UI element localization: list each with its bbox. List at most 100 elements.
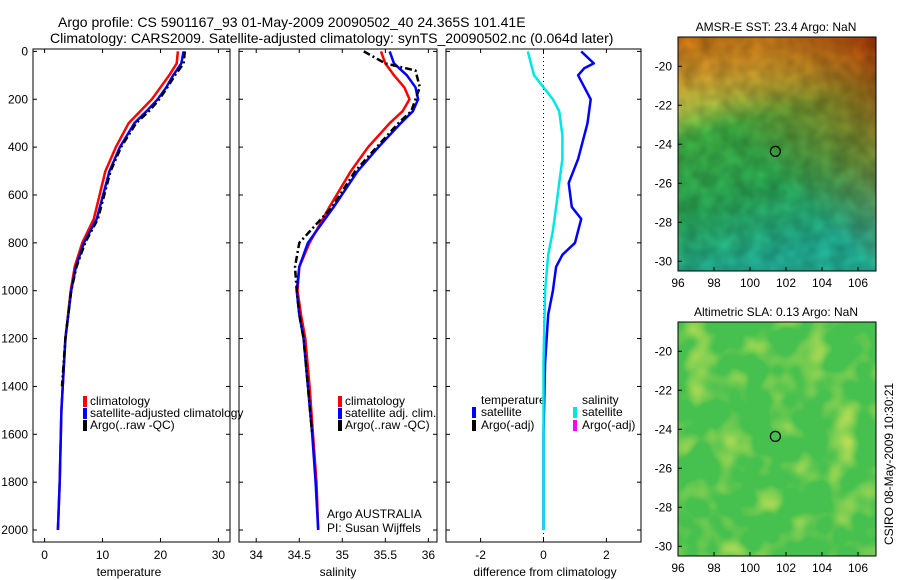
argo-position-marker	[769, 430, 781, 442]
map-x-tick-label: 102	[776, 276, 796, 290]
x-tick-label: 35.5	[374, 548, 398, 562]
legend-swatch-climatology	[83, 396, 87, 407]
temperature-plot: 0 200 400 600 800 1000 1200 1400 1600 1800 2000 0 10…	[1, 44, 230, 562]
x-tick-label: 35	[336, 548, 350, 562]
series-argo-raw-qc	[60, 51, 187, 387]
salinity-legend: climatology satellite adj. clim. Argo(..…	[327, 394, 436, 535]
map-x-tick-label: 100	[740, 276, 760, 290]
map-y-tick-label: -28	[655, 215, 673, 229]
y-tick-label: 600	[8, 188, 28, 202]
y-tick-label: 2000	[1, 523, 28, 537]
map-y-tick-label: -30	[655, 539, 673, 553]
y-tick-label: 200	[8, 92, 28, 106]
legend-label-argo: Argo(..raw -QC)	[90, 418, 175, 432]
map-x-tick-label: 96	[671, 276, 685, 290]
map-x-tick-label: 104	[812, 276, 832, 290]
legend-swatch-argo	[83, 420, 87, 431]
x-tick-label: 20	[154, 548, 168, 562]
legend-label-satellite: satellite-adjusted climatology	[90, 406, 243, 420]
sla-map-frame	[677, 321, 877, 557]
map-y-tick-label: -30	[655, 254, 673, 268]
legend-label-temp-satellite: satellite	[481, 405, 522, 419]
legend-label-climatology: climatology	[345, 394, 405, 408]
map-x-tick-label: 106	[848, 561, 868, 575]
legend-swatch-satellite	[83, 408, 87, 419]
map-x-tick-label: 98	[707, 561, 721, 575]
temperature-xlabel: temperature	[97, 565, 162, 579]
x-tick-label: 10	[96, 548, 110, 562]
legend-label-sal-argo: Argo(-adj)	[582, 418, 635, 432]
legend-swatch-satellite	[338, 408, 342, 419]
map-y-tick-label: -26	[655, 176, 673, 190]
map-y-tick-label: -24	[655, 422, 673, 436]
argo-program-label: Argo AUSTRALIA	[327, 507, 422, 521]
legend-swatch-sal-satellite	[573, 407, 577, 418]
y-tick-label: 1000	[1, 284, 28, 298]
figure-title-line2: Climatology: CARS2009. Satellite-adjuste…	[50, 30, 613, 46]
y-tick-label: 1600	[1, 427, 28, 441]
legend-swatch-climatology	[338, 396, 342, 407]
x-tick-label: 34.5	[288, 548, 312, 562]
sst-map-panel: AMSR-E SST: 23.4 Argo: NaN 96 98 100 102 104…	[655, 20, 877, 290]
y-tick-label: 800	[8, 236, 28, 250]
map-y-tick-label: -20	[655, 344, 673, 358]
map-y-tick-label: -20	[655, 59, 673, 73]
map-x-tick-label: 98	[707, 276, 721, 290]
argo-position-marker	[769, 145, 781, 157]
legend-title-salinity: salinity	[582, 393, 619, 407]
x-tick-label: 30	[212, 548, 226, 562]
series-salinity-satellite	[526, 51, 564, 530]
x-tick-label: 0	[41, 548, 48, 562]
sla-map-panel: Altimetric SLA: 0.13 Argo: NaN 96 98 100 10…	[655, 305, 877, 575]
salinity-panel	[238, 48, 438, 543]
salinity-xlabel: salinity	[320, 565, 357, 579]
sla-map-title: Altimetric SLA: 0.13 Argo: NaN	[694, 305, 858, 319]
temperature-legend: climatology satellite-adjusted climatolo…	[83, 394, 243, 432]
difference-xlabel: difference from climatology	[473, 565, 616, 579]
legend-label-temp-argo: Argo(-adj)	[481, 418, 534, 432]
difference-legend: temperature satellite Argo(-adj) salinit…	[472, 393, 635, 432]
sst-texture	[678, 37, 876, 271]
sst-map-frame	[677, 36, 877, 272]
y-tick-label: 1800	[1, 475, 28, 489]
map-x-tick-label: 104	[812, 561, 832, 575]
temperature-panel	[32, 48, 231, 543]
map-x-tick-label: 106	[848, 276, 868, 290]
map-y-tick-label: -22	[655, 383, 673, 397]
legend-swatch-temp-satellite	[472, 407, 476, 418]
y-tick-label: 400	[8, 140, 28, 154]
legend-label-argo: Argo(..raw -QC)	[345, 418, 430, 432]
series-climatology	[296, 50, 411, 531]
y-tick-label: 1200	[1, 332, 28, 346]
map-x-tick-label: 100	[740, 561, 760, 575]
legend-swatch-sal-argo	[573, 420, 577, 431]
map-y-tick-label: -26	[655, 461, 673, 475]
sst-map-title: AMSR-E SST: 23.4 Argo: NaN	[696, 20, 857, 34]
difference-plot: -2 0 2	[446, 49, 641, 562]
legend-label-satellite: satellite adj. clim.	[345, 406, 436, 420]
map-y-tick-label: -24	[655, 137, 673, 151]
legend-swatch-argo	[338, 420, 342, 431]
legend-swatch-temp-argo	[472, 420, 476, 431]
legend-label-sal-satellite: satellite	[582, 405, 623, 419]
x-tick-label: 34	[250, 548, 264, 562]
legend-label-climatology: climatology	[90, 394, 150, 408]
series-temperature-satellite	[542, 50, 596, 530]
y-tick-label: 0	[21, 44, 28, 58]
sla-texture	[678, 322, 876, 556]
x-tick-label: 36	[422, 548, 436, 562]
timestamp-stamp: CSIRO 08-May-2009 10:30:21	[882, 383, 896, 545]
x-tick-label: 2	[603, 548, 610, 562]
x-tick-label: 0	[540, 548, 547, 562]
map-y-tick-label: -22	[655, 98, 673, 112]
legend-title-temperature: temperature	[481, 393, 546, 407]
y-tick-label: 1400	[1, 379, 28, 393]
figure-title-line1: Argo profile: CS 5901167_93 01-May-2009 …	[58, 14, 526, 30]
argo-pi-label: PI: Susan Wijffels	[327, 521, 421, 535]
map-x-tick-label: 96	[671, 561, 685, 575]
x-tick-label: -2	[475, 548, 486, 562]
map-x-tick-label: 102	[776, 561, 796, 575]
series-argo-raw-qc	[293, 50, 422, 435]
map-y-tick-label: -28	[655, 500, 673, 514]
